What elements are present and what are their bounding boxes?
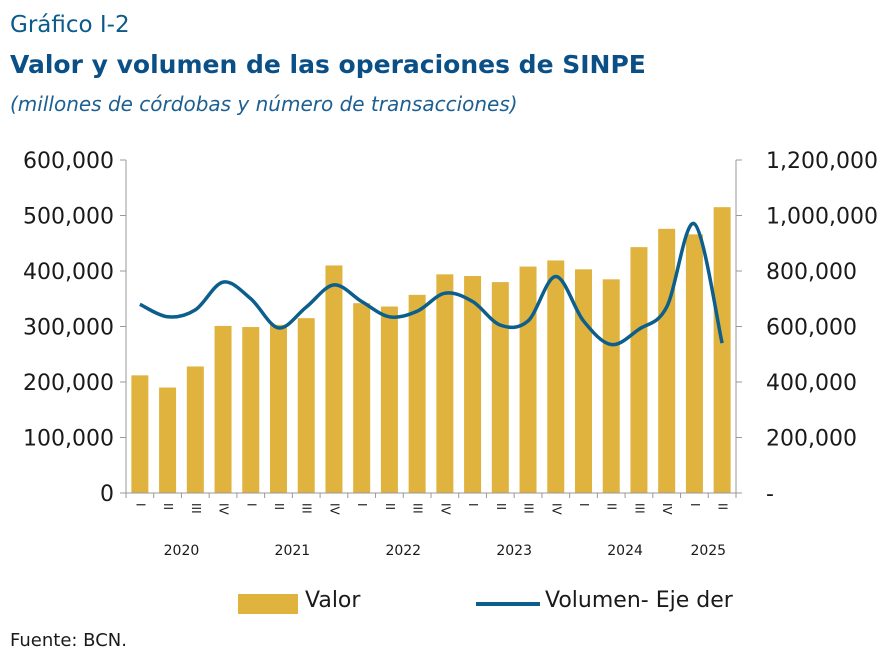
combo-chart: 0 100,000 200,000 300,000 400,000 500,000 600,… [23,149,878,559]
x-category-label: I [355,503,369,507]
bar-valor [491,282,509,493]
bar-valor [131,375,149,493]
bar-valor [325,265,343,493]
right-tick-label: 200,000 [766,427,857,452]
right-tick-label: 600,000 [766,316,857,341]
bar-valor [713,207,731,494]
left-tick-label: 0 [100,482,114,507]
bar-valor [270,324,287,493]
bar-valor [630,247,648,493]
bar-valor [353,303,371,493]
bar-valor [380,306,398,493]
x-category-label: III [522,503,536,514]
bar-valor [547,260,565,493]
x-category-label: II [716,503,730,510]
x-category-label: I [577,503,591,507]
x-category-label: I [133,503,147,507]
x-category-label: III [632,503,646,514]
chart-title: Valor y volumen de las operaciones de SI… [10,50,646,79]
legend-swatch-valor [238,594,298,614]
legend-label-valor: Valor [305,588,361,613]
x-category-label: IV [217,503,231,516]
right-tick-label: 400,000 [766,371,857,396]
x-category-label: I [688,503,702,507]
x-category-label: IV [549,503,563,516]
x-category-label: III [300,503,314,514]
bar-valor [408,294,426,493]
bar-valor [436,274,454,493]
x-category-label: II [272,503,286,510]
year-label: 2023 [496,543,532,559]
left-tick-label: 100,000 [23,427,114,452]
bar-valor [297,318,315,493]
bar-valor [519,266,537,493]
legend-swatch-volumen [476,602,540,606]
x-category-label: I [244,503,258,507]
year-label: 2024 [607,543,643,559]
legend-label-volumen: Volumen- Eje der [545,588,733,613]
x-category-label: IV [327,503,341,516]
x-category-label: II [383,503,397,510]
bar-valor [214,325,232,493]
x-category-label: II [494,503,508,510]
left-tick-label: 200,000 [23,371,114,396]
year-label: 2025 [690,543,726,559]
year-label: 2021 [275,543,311,559]
right-tick-label: - [766,482,774,507]
right-tick-label: 1,000,000 [766,205,878,230]
year-label: 2022 [385,543,421,559]
left-tick-label: 300,000 [23,316,114,341]
left-tick-label: 600,000 [23,149,114,174]
bar-valor [242,327,260,493]
x-category-label: II [605,503,619,510]
source-note: Fuente: BCN. [10,630,127,651]
x-category-label: IV [660,503,674,516]
right-tick-label: 1,200,000 [766,149,878,174]
right-tick-label: 800,000 [766,260,857,285]
year-label: 2020 [164,543,200,559]
x-category-label: III [411,503,425,514]
bar-valor [658,228,676,493]
bar-valor [159,387,177,493]
chart-kicker: Gráfico I-2 [10,12,130,38]
bar-valor [575,269,592,493]
left-tick-label: 400,000 [23,260,114,285]
x-category-label: II [161,503,175,510]
x-category-label: IV [438,503,452,516]
line-volumen [139,222,724,347]
x-category-label: III [189,503,203,514]
bar-valor [186,366,204,493]
bar-valor [464,275,482,493]
chart-subtitle: (millones de córdobas y número de transa… [10,92,518,116]
bar-valor [602,279,620,493]
x-category-label: I [466,503,480,507]
bar-valor [685,234,703,493]
left-tick-label: 500,000 [23,205,114,230]
